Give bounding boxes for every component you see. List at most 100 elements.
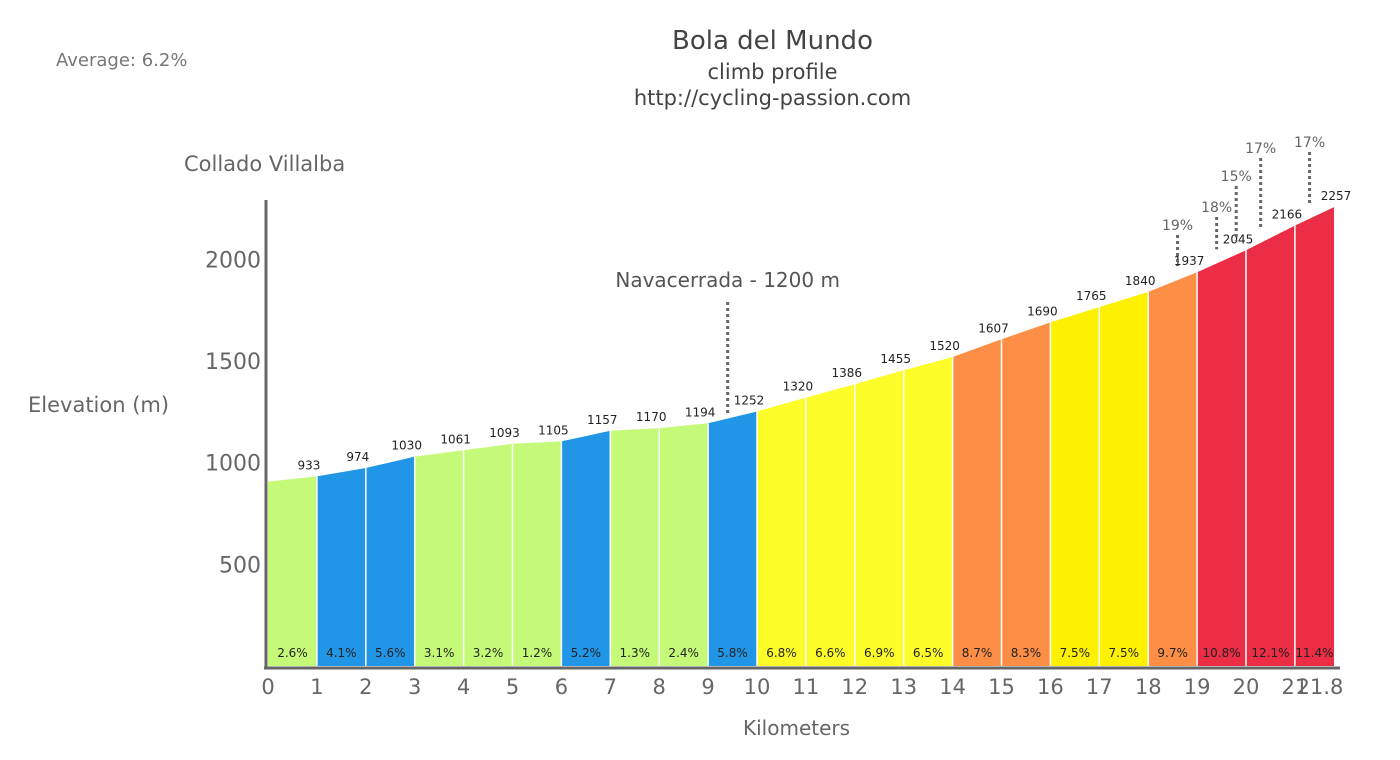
- profile-segment-2: [316, 467, 366, 666]
- source-url: http://cycling-passion.com: [633, 86, 912, 110]
- profile-segment-9: [659, 423, 709, 666]
- gradient-label: 11.4%: [1295, 646, 1333, 660]
- profile-segment-1: [268, 476, 317, 666]
- gradient-label: 1.3%: [620, 646, 651, 660]
- gradient-label: 2.4%: [668, 646, 699, 660]
- y-tick-label: 500: [219, 553, 261, 578]
- average-gradient: Average: 6.2%: [56, 50, 188, 71]
- x-axis-title: Kilometers: [743, 716, 851, 740]
- max-gradient-label: 18%: [1201, 200, 1232, 216]
- profile-segment-5: [463, 443, 513, 666]
- chart-title: Bola del Mundo: [672, 26, 873, 56]
- elevation-label: 1455: [880, 352, 911, 366]
- elevation-label: 933: [297, 458, 320, 472]
- gradient-label: 4.1%: [326, 646, 357, 660]
- elevation-label: 1061: [440, 432, 471, 446]
- x-tick-label: 18: [1135, 675, 1162, 699]
- elevation-label: 1840: [1125, 274, 1156, 288]
- x-tick-label: 10: [744, 675, 771, 699]
- gradient-label: 8.3%: [1011, 646, 1042, 660]
- x-tick-label: 17: [1086, 675, 1113, 699]
- elevation-label: 1252: [734, 393, 765, 407]
- y-axis-title: Elevation (m): [28, 393, 170, 417]
- start-location: Collado Villalba: [184, 152, 346, 176]
- elevation-label: 1765: [1076, 289, 1107, 303]
- elevation-label: 1105: [538, 423, 569, 437]
- y-tick-label: 2000: [205, 248, 261, 273]
- profile-segment-6: [512, 441, 562, 666]
- gradient-label: 2.6%: [277, 646, 308, 660]
- chart-subtitle: climb profile: [707, 60, 838, 84]
- profile-segment-21: [1246, 225, 1295, 666]
- gradient-label: 5.8%: [717, 646, 748, 660]
- elevation-label: 1030: [391, 439, 422, 453]
- x-tick-label: 11: [793, 675, 820, 699]
- gradient-label: 12.1%: [1251, 646, 1289, 660]
- max-gradient-label: 17%: [1245, 141, 1276, 157]
- elevation-label: 2166: [1272, 208, 1303, 222]
- gradient-label: 6.8%: [766, 646, 797, 660]
- profile-segment-10: [708, 411, 757, 666]
- elevation-label: 1093: [489, 426, 520, 440]
- profile-segment-12: [805, 384, 855, 666]
- profile-segment-19: [1148, 272, 1198, 666]
- x-tick-label: 13: [890, 675, 917, 699]
- elevation-label: 1690: [1027, 304, 1058, 318]
- x-tick-label: 9: [701, 675, 714, 699]
- x-tick-label: 7: [604, 675, 617, 699]
- elevation-label: 1607: [978, 321, 1009, 335]
- y-tick-label: 1500: [205, 350, 261, 375]
- profile-segment-14: [903, 356, 953, 666]
- x-tick-label: 3: [408, 675, 421, 699]
- x-tick-label: 21: [1282, 675, 1309, 699]
- elevation-label: 1386: [832, 366, 863, 380]
- elevation-label: 1520: [929, 339, 960, 353]
- x-tick-label: 20: [1233, 675, 1260, 699]
- max-gradient-label: 19%: [1162, 218, 1193, 234]
- profile-segment-22: [1294, 207, 1335, 666]
- gradient-label: 3.1%: [424, 646, 455, 660]
- gradient-label: 6.5%: [913, 646, 944, 660]
- profile-segment-13: [854, 370, 904, 666]
- x-tick-label: 19: [1184, 675, 1211, 699]
- profile-segment-20: [1197, 250, 1246, 666]
- gradient-label: 6.6%: [815, 646, 846, 660]
- elevation-label: 1194: [685, 405, 716, 419]
- elevation-label: 2257: [1321, 189, 1352, 203]
- x-tick-label: 5: [506, 675, 519, 699]
- x-tick-label: 15: [988, 675, 1015, 699]
- profile-segment-11: [757, 397, 806, 666]
- x-tick-label: 0: [261, 675, 274, 699]
- x-tick-label: 16: [1037, 675, 1064, 699]
- gradient-label: 7.5%: [1060, 646, 1091, 660]
- profile-segment-7: [561, 430, 611, 666]
- gradient-label: 5.6%: [375, 646, 406, 660]
- elevation-label: 1320: [783, 380, 814, 394]
- elevation-label: 974: [346, 450, 369, 464]
- profile-segment-18: [1099, 291, 1149, 666]
- waypoint-label: Navacerrada - 1200 m: [615, 268, 840, 292]
- x-tick-label: 4: [457, 675, 470, 699]
- elevation-label: 2045: [1223, 232, 1254, 246]
- x-tick-label: 8: [653, 675, 666, 699]
- x-tick-label: 21.8: [1297, 675, 1344, 699]
- x-tick-label: 1: [310, 675, 323, 699]
- gradient-label: 9.7%: [1157, 646, 1188, 660]
- profile-segment-4: [414, 450, 464, 666]
- max-gradient-label: 17%: [1294, 135, 1325, 151]
- gradient-label: 6.9%: [864, 646, 895, 660]
- profile-segment-15: [952, 339, 1002, 666]
- max-gradient-label: 15%: [1221, 169, 1252, 185]
- profile-segment-3: [365, 456, 415, 666]
- elevation-label: 1170: [636, 410, 667, 424]
- elevation-label: 1157: [587, 413, 618, 427]
- x-tick-label: 14: [939, 675, 966, 699]
- x-tick-label: 2: [359, 675, 372, 699]
- profile-segment-8: [610, 428, 660, 666]
- x-tick-label: 6: [555, 675, 568, 699]
- profile-segment-16: [1001, 322, 1051, 666]
- gradient-label: 7.5%: [1109, 646, 1140, 660]
- x-tick-label: 12: [841, 675, 868, 699]
- gradient-label: 8.7%: [962, 646, 993, 660]
